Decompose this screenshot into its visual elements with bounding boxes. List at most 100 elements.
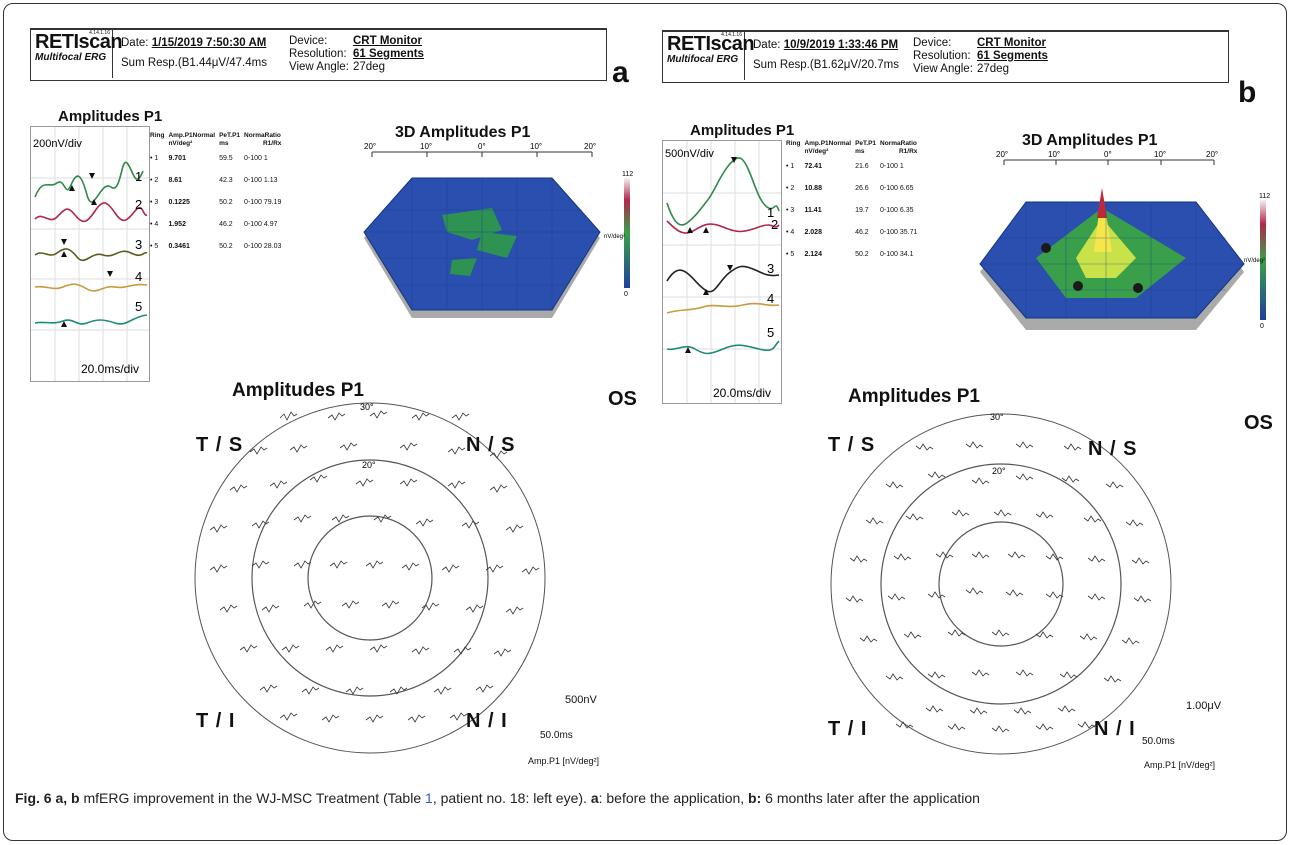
quadrant-tl: T / S [196,434,243,457]
trace-ring-2 [667,221,779,233]
retiscan-logo: 4.14.1.16 RETIscan Multifocal ERG [31,30,113,78]
table-row: • 3 0.1225 50.2 0-100 79.19 [150,192,285,214]
3d-tick: 10° [1048,150,1060,159]
date-label: Date: [121,37,149,49]
caption-text: , patient no. 18: left eye). [433,790,591,806]
colorbar-min: 0 [624,291,628,298]
col-pet: PeT.P1 [219,132,244,140]
caption-text: mfERG improvement in the WJ-MSC Treatmen… [80,790,425,806]
colorbar-max: 112 [1259,193,1270,200]
scale-x: 20.0ms/div [81,362,139,376]
trace-label-4: 4 [767,291,774,306]
table-row: • 5 0.3461 50.2 0-100 28.03 [150,236,285,258]
trace-ring-4 [667,304,779,313]
figure-caption: Fig. 6 a, b mfERG improvement in the WJ-… [15,788,1275,808]
sum-resp: Sum Resp.(B1.62μV/20.7ms [753,58,899,72]
time-scale: 50.0ms [540,730,573,741]
col-normal: Normal [193,132,215,139]
unit-ratio: R1/Rx [244,140,285,148]
colorbar [624,178,630,288]
report-header: 4.14.1.16 RETIscan Multifocal ERG Date: … [662,30,1229,83]
retiscan-logo: 4.14.1.16 RETIscan Multifocal ERG [663,32,745,80]
col-ring: Ring [786,140,804,148]
amp-scale: 1.00μV [1186,700,1221,712]
table-row: • 1 9.701 59.5 0-100 1 [150,148,285,170]
3d-tick: 20° [584,142,596,151]
unit-pet: ms [855,148,880,156]
device-value: CRT Monitor [353,34,422,48]
amp-scale: 500nV [565,694,597,706]
view-angle-label: View Angle: [289,60,349,74]
panel-letter: b [1238,76,1256,110]
local-responses [846,442,1151,732]
logo-version: 4.14.1.16 [721,32,742,38]
field-map: 30° 20° [190,400,590,770]
table-row: • 5 2.124 50.2 0-100 34.1 [786,244,921,266]
table-row: • 2 8.61 42.3 0-100 1.13 [150,170,285,192]
quadrant-tr: N / S [466,434,515,457]
quadrant-tl: T / S [828,434,875,457]
trace-plot: 500nV/div 1 2 3 4 5 20.0ms/div [662,140,782,404]
logo-version: 4.14.1.16 [89,30,110,36]
scale-x: 20.0ms/div [713,386,771,400]
col-amp: Amp.P1 [168,132,192,139]
trace-ring-3 [35,249,147,260]
view-angle-value: 27deg [353,60,385,74]
trace-grid: 500nV/div 1 2 3 4 5 20.0ms/div [663,141,781,403]
3d-tick: 0° [478,142,486,151]
caption-label: Fig. 6 a, b [15,790,80,806]
3d-surface: 20° 10° 0° 10° 20° 112 nV/deg² 0 [352,140,637,360]
trace-grid: 200nV/div 1 2 3 4 5 20.0ms/div [31,127,149,381]
device-label: Device: [913,36,951,50]
ring-20-label: 20° [362,460,376,470]
quadrant-tr: N / S [1088,438,1137,461]
trace-ring-4 [35,284,147,291]
table-header-row: Ring Amp.P1Normal PeT.P1 NormaRatio [150,132,285,140]
ring-30-label: 30° [990,412,1004,422]
caption-text: 6 months later after the application [761,790,980,806]
field-title: Amplitudes P1 [232,380,364,402]
trace-label-1: 1 [135,169,142,184]
date-row: Date: 1/15/2019 7:50:30 AM [121,36,266,50]
panel-b: 4.14.1.16 RETIscan Multifocal ERG Date: … [646,0,1286,770]
quadrant-bl: T / I [196,710,235,733]
col-ratio: NormaRatio [880,140,921,148]
3d-tick: 10° [1154,150,1166,159]
table-row: • 4 2.028 46.2 0-100 35.71 [786,222,921,244]
sum-resp: Sum Resp.(B1.44μV/47.4ms [121,56,267,70]
table-units-row: nV/deg² ms R1/Rx [786,148,921,156]
ring-30-label: 30° [360,402,374,412]
scale-y: 200nV/div [33,138,82,150]
field-unit: Amp.P1 [nV/deg²] [1144,760,1215,770]
3d-tick: 20° [364,142,376,151]
quadrant-bl: T / I [828,718,867,741]
local-responses [210,411,539,722]
logo-sub: Multifocal ERG [35,52,108,63]
trace-label-3: 3 [135,237,142,252]
date-value: 1/15/2019 7:50:30 AM [152,37,267,49]
ring-20-label: 20° [992,466,1006,476]
3d-tick: 10° [420,142,432,151]
col-ratio: NormaRatio [244,132,285,140]
col-normal: Normal [829,140,851,147]
caption-text: : before the application, [599,790,748,806]
scale-y: 500nV/div [665,148,714,160]
trace-ring-2 [35,203,147,221]
trace-label-5: 5 [767,325,774,340]
table-row: • 2 10.88 26.6 0-100 6.65 [786,178,921,200]
trace-ring-3 [667,266,779,291]
field-unit: Amp.P1 [nV/deg²] [528,756,599,766]
logo-sub: Multifocal ERG [667,54,740,65]
table-link[interactable]: 1 [425,790,433,806]
colorbar-unit: nV/deg² [1244,258,1265,264]
trace-label-2: 2 [135,197,142,212]
trace-ring-5 [667,341,779,354]
table-row: • 3 11.41 19.7 0-100 6.35 [786,200,921,222]
3d-tick: 10° [530,142,542,151]
col-ring: Ring [150,132,168,140]
date-label: Date: [753,39,781,51]
view-angle-label: View Angle: [913,62,973,76]
amplitudes-title: Amplitudes P1 [690,122,794,139]
colorbar-max: 112 [622,171,633,178]
table-header-row: Ring Amp.P1Normal PeT.P1 NormaRatio [786,140,921,148]
